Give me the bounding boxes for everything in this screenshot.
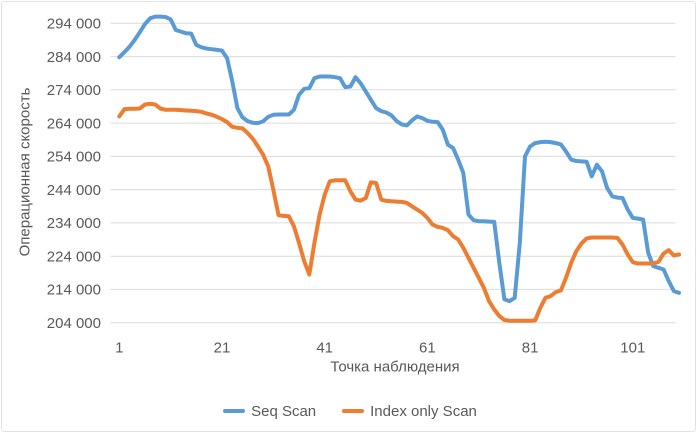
x-tick-label: 1	[115, 340, 123, 357]
series-line-seq-scan	[117, 14, 681, 304]
seq-scan-line-swatch-icon	[223, 408, 246, 414]
y-tick-label: 254 000	[47, 149, 101, 166]
x-tick-label: 41	[316, 340, 333, 357]
x-tick-label: 21	[214, 340, 231, 357]
y-tick-label: 234 000	[47, 215, 101, 232]
y-tick-label: 244 000	[47, 182, 101, 199]
x-axis-title: Точка наблюдения	[330, 358, 460, 376]
legend-label: Index only Scan	[370, 402, 477, 420]
y-tick-label: 274 000	[47, 82, 101, 99]
x-tick-label: 61	[419, 340, 436, 357]
y-tick-label: 214 000	[47, 282, 101, 299]
x-tick-label: 101	[620, 340, 645, 357]
y-tick-label: 224 000	[47, 249, 101, 266]
legend-item-index-only-scan: Index only Scan	[342, 403, 477, 420]
legend-label: Seq Scan	[251, 402, 317, 420]
y-axis-title: Операционная скорость	[16, 87, 34, 257]
index-only-scan-line-swatch-icon	[342, 408, 365, 414]
y-tick-label: 284 000	[47, 49, 101, 66]
legend-item-seq-scan: Seq Scan	[223, 403, 316, 420]
y-tick-label: 204 000	[47, 315, 101, 332]
legend: Seq Scan Index only Scan	[0, 400, 700, 422]
y-tick-label: 264 000	[47, 115, 101, 132]
y-tick-label: 294 000	[47, 16, 101, 33]
series-line-index-only-scan	[117, 101, 681, 323]
x-tick-label: 81	[522, 340, 539, 357]
